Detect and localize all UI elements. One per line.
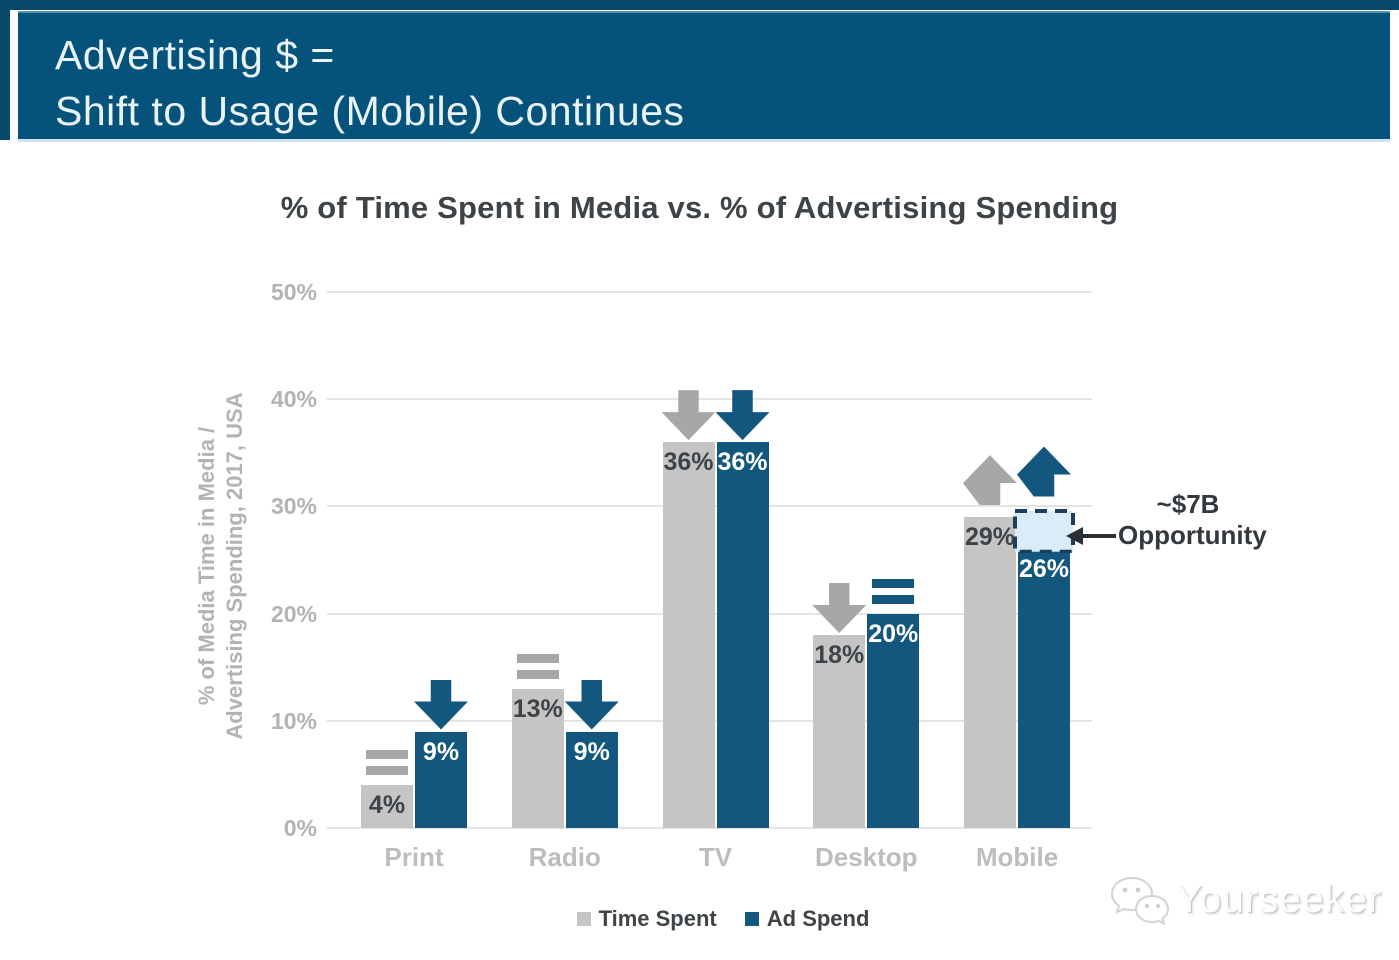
down-arrow-icon [414, 679, 468, 730]
equal-bar [516, 669, 559, 679]
gridline-50% [327, 291, 1092, 293]
bar-mobile-ad-spend: 26% [1018, 549, 1070, 828]
opportunity-gap-box [1013, 508, 1075, 554]
annotation-arrow-icon [1066, 527, 1083, 545]
time-spent-swatch-icon [576, 912, 591, 926]
y-tick-40%: 40% [270, 386, 317, 413]
bar-value-label: 13% [512, 694, 563, 723]
ad-spend-swatch-icon [744, 912, 759, 926]
title-banner: Advertising $ = Shift to Usage (Mobile) … [18, 11, 1390, 139]
bar-radio-time-spent: 13% [511, 688, 564, 828]
bar-value-label: 26% [1018, 555, 1070, 584]
equal-bar [366, 766, 408, 776]
bar-tv-ad-spend: 36% [716, 442, 769, 828]
bar-value-label: 18% [814, 641, 865, 670]
up-arrow-icon [963, 455, 1017, 506]
x-category-radio: Radio [528, 842, 601, 872]
bar-print-time-spent: 4% [361, 785, 413, 828]
equal-bar [872, 594, 915, 604]
watermark-text: Yourseeker [1176, 878, 1382, 921]
banner-title-line2: Shift to Usage (Mobile) Continues [55, 88, 685, 134]
annotation-line2: Opportunity [1118, 520, 1267, 550]
legend-item-time-spent: Time Spent [576, 906, 717, 932]
bar-desktop-ad-spend: 20% [867, 613, 920, 828]
legend-label-time-spent: Time Spent [598, 906, 717, 931]
equal-indicator-icon [366, 750, 408, 776]
bar-radio-ad-spend: 9% [565, 731, 618, 828]
equal-bar [516, 653, 559, 663]
slide-left-border [0, 0, 10, 140]
equal-indicator-icon [516, 653, 559, 679]
equal-bar [872, 578, 915, 588]
x-category-print: Print [384, 842, 444, 872]
y-tick-20%: 20% [270, 600, 317, 627]
gridline-40% [327, 398, 1092, 401]
y-tick-0%: 0% [283, 815, 317, 841]
opportunity-annotation: ~$7B Opportunity [1118, 489, 1267, 551]
bar-value-label: 36% [663, 448, 714, 477]
legend-item-ad-spend: Ad Spend [744, 906, 870, 932]
bar-tv-time-spent: 36% [662, 442, 715, 828]
equal-indicator-icon [872, 578, 915, 604]
bar-desktop-time-spent: 18% [813, 635, 866, 828]
bar-mobile-time-spent: 29% [964, 517, 1016, 828]
slide-top-border [0, 0, 1399, 10]
bar-value-label: 9% [573, 737, 610, 766]
down-arrow-icon [812, 583, 867, 634]
watermark: Yourseeker [1108, 872, 1382, 928]
banner-title-line1: Advertising $ = [55, 32, 335, 78]
legend-label-ad-spend: Ad Spend [766, 906, 870, 931]
equal-bar [366, 750, 408, 760]
bar-value-label: 36% [717, 448, 768, 477]
bar-value-label: 29% [964, 523, 1016, 552]
bar-value-label: 9% [422, 737, 460, 766]
annotation-arrow-line [1082, 534, 1116, 538]
bar-value-label: 20% [868, 619, 919, 648]
up-arrow-icon [1017, 446, 1071, 497]
chat-bubbles-icon [1110, 876, 1170, 926]
gridline-0% [327, 827, 1092, 829]
bar-value-label: 4% [368, 791, 406, 820]
bar-print-ad-spend: 9% [415, 731, 467, 828]
y-tick-10%: 10% [270, 707, 317, 734]
y-tick-30%: 30% [270, 493, 317, 520]
down-arrow-icon [564, 679, 619, 730]
legend: Time Spent Ad Spend [327, 906, 1119, 932]
x-category-desktop: Desktop [814, 842, 918, 872]
chart-title: % of Time Spent in Media vs. % of Advert… [280, 190, 1119, 225]
x-category-mobile: Mobile [975, 842, 1059, 872]
y-tick-50%: 50% [270, 279, 317, 305]
annotation-line1: ~$7B [1156, 489, 1220, 519]
x-category-tv: TV [698, 842, 733, 872]
